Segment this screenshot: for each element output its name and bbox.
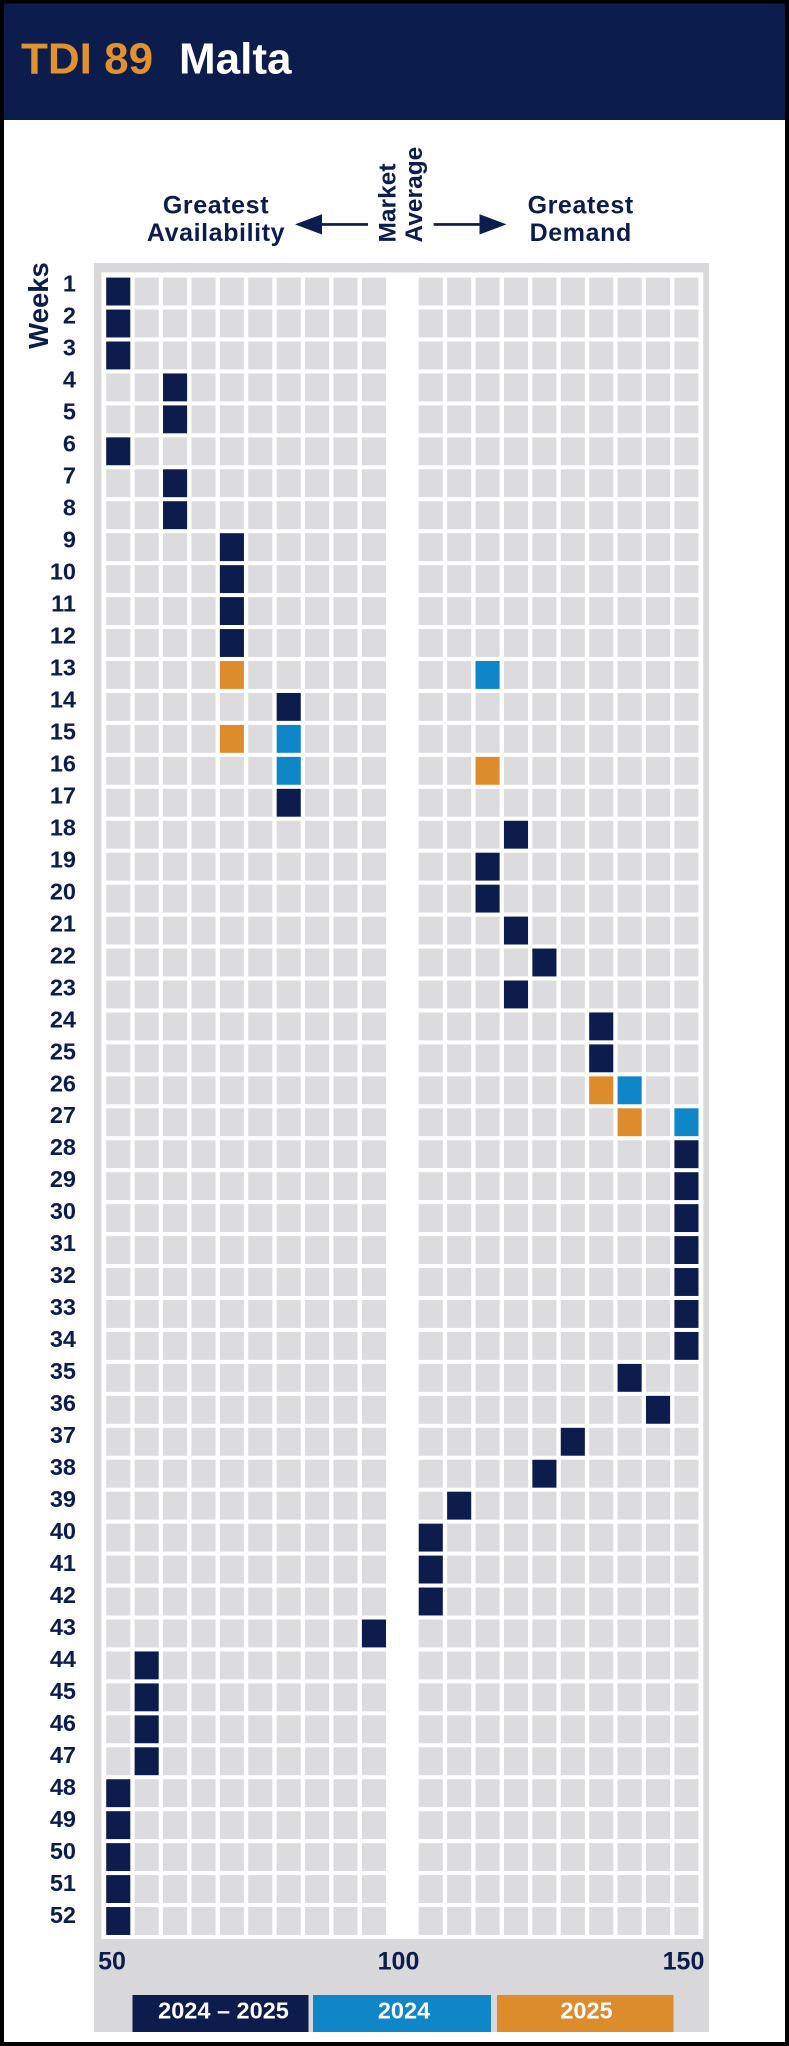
svg-text:41: 41	[50, 1550, 76, 1576]
svg-text:150: 150	[663, 1948, 705, 1976]
svg-text:49: 49	[50, 1806, 76, 1832]
svg-text:10: 10	[50, 558, 76, 584]
svg-text:Malta: Malta	[179, 35, 292, 84]
svg-text:17: 17	[50, 782, 76, 808]
svg-text:42: 42	[50, 1582, 76, 1608]
svg-text:25: 25	[50, 1038, 76, 1064]
svg-text:39: 39	[50, 1486, 76, 1512]
svg-text:27: 27	[50, 1102, 76, 1128]
svg-text:40: 40	[50, 1518, 76, 1544]
svg-text:47: 47	[50, 1742, 76, 1768]
svg-text:22: 22	[50, 942, 76, 968]
svg-text:19: 19	[50, 846, 76, 872]
svg-text:46: 46	[50, 1710, 76, 1736]
svg-text:23: 23	[50, 974, 76, 1000]
svg-text:43: 43	[50, 1614, 76, 1640]
svg-text:6: 6	[63, 430, 76, 456]
svg-text:29: 29	[50, 1166, 76, 1192]
svg-text:48: 48	[50, 1774, 76, 1800]
svg-text:52: 52	[50, 1902, 76, 1928]
svg-text:Demand: Demand	[530, 219, 632, 247]
svg-text:16: 16	[50, 750, 76, 776]
svg-text:36: 36	[50, 1390, 76, 1416]
svg-text:13: 13	[50, 654, 76, 680]
svg-text:12: 12	[50, 622, 76, 648]
svg-text:21: 21	[50, 910, 76, 936]
svg-text:32: 32	[50, 1262, 76, 1288]
svg-text:2024 – 2025: 2024 – 2025	[158, 1998, 289, 2024]
svg-text:38: 38	[50, 1454, 76, 1480]
svg-text:4: 4	[63, 366, 76, 392]
svg-text:35: 35	[50, 1358, 76, 1384]
svg-text:24: 24	[50, 1006, 76, 1032]
svg-text:9: 9	[63, 526, 76, 552]
svg-text:Market: Market	[375, 164, 402, 243]
svg-text:50: 50	[50, 1838, 76, 1864]
svg-text:Greatest: Greatest	[163, 191, 269, 219]
svg-text:51: 51	[50, 1870, 76, 1896]
svg-text:2024: 2024	[378, 1998, 430, 2024]
svg-text:TDI 89: TDI 89	[21, 35, 153, 84]
svg-text:2025: 2025	[560, 1998, 612, 2024]
svg-text:30: 30	[50, 1198, 76, 1224]
svg-text:2: 2	[63, 302, 76, 328]
svg-text:33: 33	[50, 1294, 76, 1320]
svg-text:18: 18	[50, 814, 76, 840]
svg-text:Weeks: Weeks	[23, 262, 54, 349]
svg-text:50: 50	[98, 1948, 126, 1976]
svg-text:8: 8	[63, 494, 76, 520]
svg-text:1: 1	[63, 271, 76, 297]
svg-text:45: 45	[50, 1678, 76, 1704]
svg-text:31: 31	[50, 1230, 76, 1256]
svg-text:100: 100	[378, 1948, 420, 1976]
svg-text:37: 37	[50, 1422, 76, 1448]
svg-text:34: 34	[50, 1326, 76, 1352]
svg-text:26: 26	[50, 1070, 76, 1096]
svg-text:5: 5	[63, 398, 76, 424]
svg-text:15: 15	[50, 718, 76, 744]
svg-text:Availability: Availability	[147, 219, 285, 247]
svg-text:7: 7	[63, 462, 76, 488]
svg-text:28: 28	[50, 1134, 76, 1160]
svg-text:Average: Average	[401, 147, 428, 243]
svg-text:11: 11	[51, 590, 76, 616]
svg-text:44: 44	[50, 1646, 76, 1672]
svg-text:20: 20	[50, 878, 76, 904]
svg-text:14: 14	[50, 686, 76, 712]
svg-text:Greatest: Greatest	[528, 191, 634, 219]
svg-text:3: 3	[63, 334, 76, 360]
